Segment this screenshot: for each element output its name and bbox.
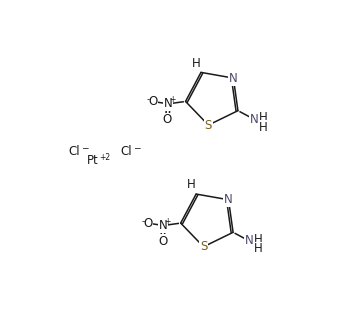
Text: H: H xyxy=(187,178,196,191)
Text: Pt: Pt xyxy=(87,154,99,167)
Text: O: O xyxy=(163,113,172,126)
Text: −: − xyxy=(81,144,88,153)
Text: N: N xyxy=(250,113,258,126)
Text: H: H xyxy=(192,57,201,70)
Text: N: N xyxy=(159,219,168,232)
Text: H: H xyxy=(254,233,263,246)
Text: -: - xyxy=(141,217,145,226)
Text: +: + xyxy=(164,217,171,226)
Text: N: N xyxy=(245,234,253,247)
Text: N: N xyxy=(229,72,238,85)
Text: S: S xyxy=(205,118,212,131)
Text: H: H xyxy=(254,242,263,255)
Text: Cl: Cl xyxy=(69,144,80,158)
Text: Cl: Cl xyxy=(121,144,132,158)
Text: O: O xyxy=(158,235,167,248)
Text: O: O xyxy=(149,95,158,108)
Text: −: − xyxy=(133,144,140,153)
Text: N: N xyxy=(164,97,172,110)
Text: O: O xyxy=(144,217,153,230)
Text: N: N xyxy=(224,193,233,206)
Text: -: - xyxy=(146,95,149,105)
Text: +2: +2 xyxy=(99,153,110,162)
Text: +: + xyxy=(169,95,176,104)
Text: H: H xyxy=(259,111,268,124)
Text: S: S xyxy=(200,240,207,253)
Text: H: H xyxy=(259,121,268,134)
